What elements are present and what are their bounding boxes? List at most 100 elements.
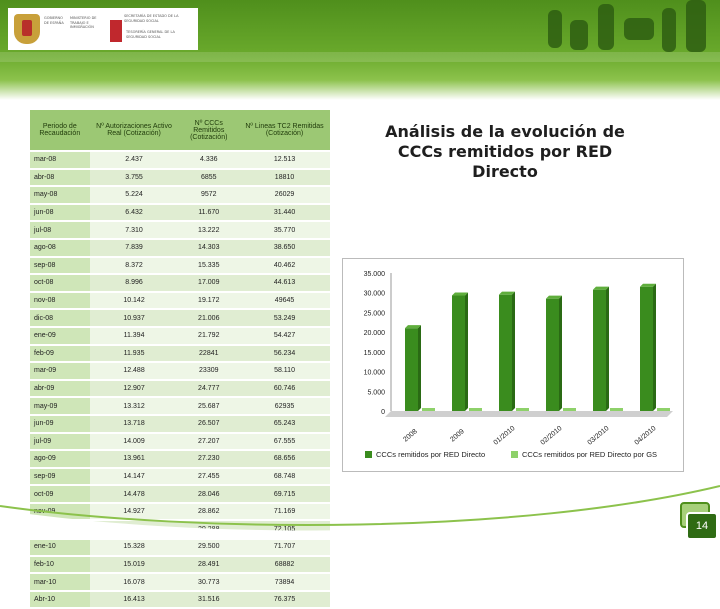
y-tick-label: 10.000 <box>364 370 386 377</box>
bar-direct <box>405 328 418 411</box>
legend-swatch-gs <box>511 451 518 458</box>
bar-direct-side <box>418 325 421 411</box>
cccs-cell: 17.009 <box>178 275 240 291</box>
table-row: mar-10 16.078 30.773 73894 <box>30 574 330 590</box>
bar-gs <box>563 408 576 411</box>
cccs-cell: 27.230 <box>178 451 240 467</box>
col-header-period: Periodo de Recaudación <box>30 110 90 150</box>
tc2-lines-cell: 71.707 <box>239 539 330 555</box>
y-tick-label: 25.000 <box>364 310 386 317</box>
bar-direct-side <box>512 291 515 411</box>
cccs-cell: 14.303 <box>178 239 240 256</box>
authorizations-cell: 14.927 <box>89 503 179 520</box>
authorizations-cell: 10.142 <box>89 292 179 309</box>
tgss-text: TESORERÍA GENERAL DE LA SEGURIDAD SOCIAL <box>126 30 175 39</box>
authorizations-cell: 13.312 <box>89 398 179 414</box>
cccs-cell: 6855 <box>178 169 240 186</box>
bar-direct <box>452 295 465 411</box>
cccs-cell: 21.792 <box>178 327 240 344</box>
period-cell: abr-08 <box>30 169 90 186</box>
table-row: sep-08 8.372 15.335 40.462 <box>30 257 330 274</box>
legend-label-direct: CCCs remitidos por RED Directo <box>376 450 485 459</box>
tc2-lines-cell: 68.656 <box>239 451 330 467</box>
period-cell: feb-10 <box>30 556 90 573</box>
bar-direct-top <box>640 283 656 287</box>
cccs-cell: 28.862 <box>178 503 240 520</box>
authorizations-cell: 14.147 <box>89 468 179 485</box>
period-cell: mar-10 <box>30 574 90 590</box>
period-cell: jun-09 <box>30 415 90 432</box>
page-number: 14 <box>686 512 718 540</box>
table-row: ago-08 7.839 14.303 38.650 <box>30 239 330 256</box>
secretaria-text: SECRETARÍA DE ESTADO DE LA SEGURIDAD SOC… <box>124 14 179 23</box>
table-row: mar-09 12.488 23309 58.110 <box>30 363 330 379</box>
legend-swatch-direct <box>365 451 372 458</box>
authorizations-cell: 7.839 <box>89 239 179 256</box>
tgss-logo: SECRETARÍA DE ESTADO DE LA SEGURIDAD SOC… <box>110 12 194 46</box>
tc2-lines-cell: 62935 <box>239 398 330 414</box>
bar-direct <box>640 286 653 411</box>
table-row: abr-09 12.907 24.777 60.746 <box>30 380 330 397</box>
bar-gs <box>469 408 482 411</box>
tc2-lines-cell: 68.748 <box>239 468 330 485</box>
period-cell: ago-08 <box>30 239 90 256</box>
cccs-cell: 21.006 <box>178 310 240 326</box>
table-row: sep-09 14.147 27.455 68.748 <box>30 468 330 485</box>
cccs-cell: 13.222 <box>178 222 240 238</box>
government-logo: GOBIERNO DE ESPAÑA MINISTERIO DE TRABAJO… <box>8 8 198 50</box>
period-cell: may-08 <box>30 187 90 203</box>
authorizations-cell: 10.937 <box>89 310 179 326</box>
authorizations-cell: 5.224 <box>89 187 179 203</box>
tc2-lines-cell: 18810 <box>239 169 330 186</box>
authorizations-cell: 15.019 <box>89 556 179 573</box>
authorizations-cell: 2.437 <box>89 152 179 168</box>
bar-direct-top <box>593 286 609 290</box>
table-row: feb-09 11.935 22841 56.234 <box>30 345 330 362</box>
tc2-lines-cell: 56.234 <box>239 345 330 362</box>
footer-decoration <box>0 485 720 540</box>
tc2-lines-cell: 44.613 <box>239 275 330 291</box>
ministry-text: MINISTERIO DE TRABAJO E INMIGRACIÓN <box>70 16 97 29</box>
bar-gs <box>610 408 623 411</box>
authorizations-cell: 14.478 <box>89 486 179 502</box>
cccs-cell: 28.491 <box>178 556 240 573</box>
header-stripe <box>0 52 720 62</box>
table-row: mar-08 2.437 4.336 12.513 <box>30 152 330 168</box>
cccs-cell: 31.516 <box>178 591 240 608</box>
cccs-cell: 25.687 <box>178 398 240 414</box>
y-tick-label: 30.000 <box>364 291 386 298</box>
table-row: ene-10 15.328 29.500 71.707 <box>30 539 330 555</box>
x-tick-label: 2008 <box>402 428 419 443</box>
authorizations-cell: 11.394 <box>89 327 179 344</box>
tc2-lines-cell: 38.650 <box>239 239 330 256</box>
period-cell: jun-08 <box>30 204 90 221</box>
bar-direct <box>546 298 559 411</box>
authorizations-cell: 7.310 <box>89 222 179 238</box>
tc2-lines-cell: 58.110 <box>239 363 330 379</box>
tc2-lines-cell: 40.462 <box>239 257 330 274</box>
tc2-lines-cell: 65.243 <box>239 415 330 432</box>
table-row: jul-08 7.310 13.222 35.770 <box>30 222 330 238</box>
period-cell: ago-09 <box>30 451 90 467</box>
authorizations-cell: 15.328 <box>89 539 179 555</box>
chart-svg: 0 5.000 10.000 15.000 20.000 25.000 30.000 35.0… <box>364 271 673 459</box>
table-row: nov-08 10.142 19.172 49645 <box>30 292 330 309</box>
bar-direct-top <box>499 291 515 295</box>
col-header-authorizations: Nº Autorizaciones Activo Real (Cotizació… <box>89 110 179 150</box>
period-cell: sep-09 <box>30 468 90 485</box>
bar-direct-side <box>559 295 562 411</box>
bar-direct-top <box>452 292 468 296</box>
tc2-lines-cell: 35.770 <box>239 222 330 238</box>
tc2-lines-cell: 68882 <box>239 556 330 573</box>
cccs-cell: 26.507 <box>178 415 240 432</box>
tgss-mark-icon <box>110 20 122 42</box>
table-row: jun-09 13.718 26.507 65.243 <box>30 415 330 432</box>
coat-of-arms-icon <box>14 14 40 44</box>
tc2-lines-cell: 31.440 <box>239 204 330 221</box>
table-row: abr-08 3.755 6855 18810 <box>30 169 330 186</box>
authorizations-cell: 16.413 <box>89 591 179 608</box>
slide-title: Análisis de la evolución de CCCs remitid… <box>385 122 625 181</box>
table-row: oct-09 14.478 28.046 69.715 <box>30 486 330 502</box>
cccs-cell: 27.207 <box>178 433 240 450</box>
tc2-lines-cell: 60.746 <box>239 380 330 397</box>
